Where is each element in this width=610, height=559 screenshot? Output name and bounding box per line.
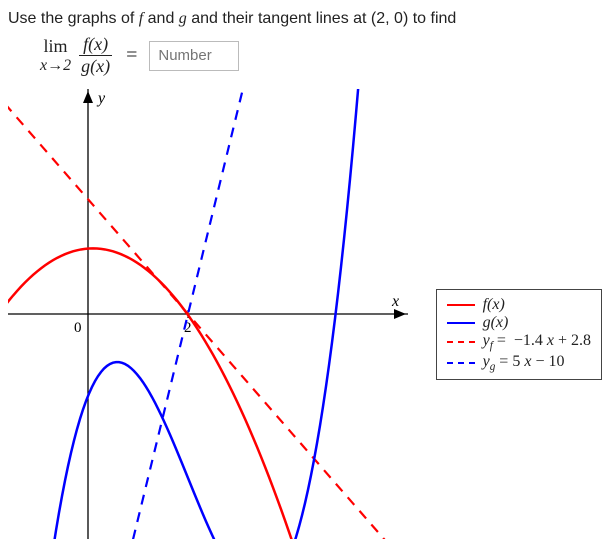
prompt-and: and (143, 10, 179, 27)
legend-swatch-yf (447, 341, 475, 343)
legend-swatch-yg (447, 362, 475, 364)
svg-text:0: 0 (74, 320, 82, 336)
chart-svg: yx02 (8, 89, 408, 539)
svg-text:y: y (96, 90, 106, 107)
prompt-g: g (179, 10, 187, 27)
question-prompt: Use the graphs of f and g and their tang… (8, 8, 602, 30)
legend-row-f: f(x) (447, 296, 591, 314)
legend-label-f: f(x) (483, 296, 505, 314)
prompt-part-b: and their tangent lines at (187, 10, 371, 27)
limit-expression: lim x→2 f(x) g(x) = (40, 34, 602, 77)
prompt-part-a: Use the graphs of (8, 10, 139, 27)
legend: f(x) g(x) yf = −1.4 x + 2.8 yg = 5 x − 1… (436, 289, 602, 379)
equals-sign: = (126, 44, 137, 67)
legend-label-yg: yg = 5 x − 10 (483, 353, 565, 373)
legend-label-g: g(x) (483, 314, 509, 332)
legend-swatch-g (447, 322, 475, 324)
prompt-point: (2, 0) (371, 10, 408, 27)
legend-label-yf: yf = −1.4 x + 2.8 (483, 332, 591, 352)
fraction: f(x) g(x) (77, 34, 114, 77)
lim-sub: x→2 (40, 57, 71, 75)
prompt-part-c: to find (408, 10, 456, 27)
fraction-numerator: f(x) (79, 34, 112, 56)
svg-text:x: x (391, 293, 399, 310)
answer-input[interactable] (149, 41, 239, 71)
legend-swatch-f (447, 304, 475, 306)
fraction-denominator: g(x) (77, 56, 114, 77)
legend-row-yg: yg = 5 x − 10 (447, 353, 591, 373)
chart-area: yx02 f(x) g(x) yf = −1.4 x + 2.8 yg = 5 … (8, 89, 602, 539)
lim-label: lim (44, 36, 68, 57)
legend-row-g: g(x) (447, 314, 591, 332)
legend-row-yf: yf = −1.4 x + 2.8 (447, 332, 591, 352)
